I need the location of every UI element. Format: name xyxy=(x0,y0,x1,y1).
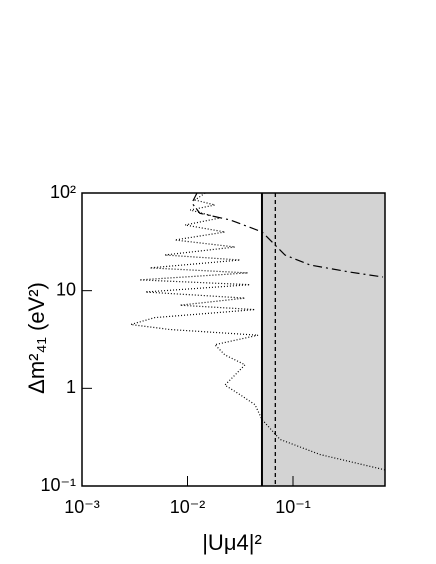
y-tick-label: 10 xyxy=(56,279,76,299)
x-tick-label: 10⁻³ xyxy=(64,497,100,517)
x-tick-label: 10⁻¹ xyxy=(275,497,311,517)
y-tick-label: 10⁻¹ xyxy=(40,475,76,495)
y-tick-label: 10² xyxy=(50,182,76,202)
y-axis-label: Δm²₄₁ (eV²) xyxy=(24,282,49,394)
y-tick-label: 1 xyxy=(66,377,76,397)
curve xyxy=(191,192,384,278)
x-axis-label: |Uμ4|² xyxy=(202,530,262,555)
shaded-region xyxy=(261,193,385,486)
x-tick-label: 10⁻² xyxy=(170,497,206,517)
curve xyxy=(130,192,386,471)
plot-frame xyxy=(81,192,386,487)
